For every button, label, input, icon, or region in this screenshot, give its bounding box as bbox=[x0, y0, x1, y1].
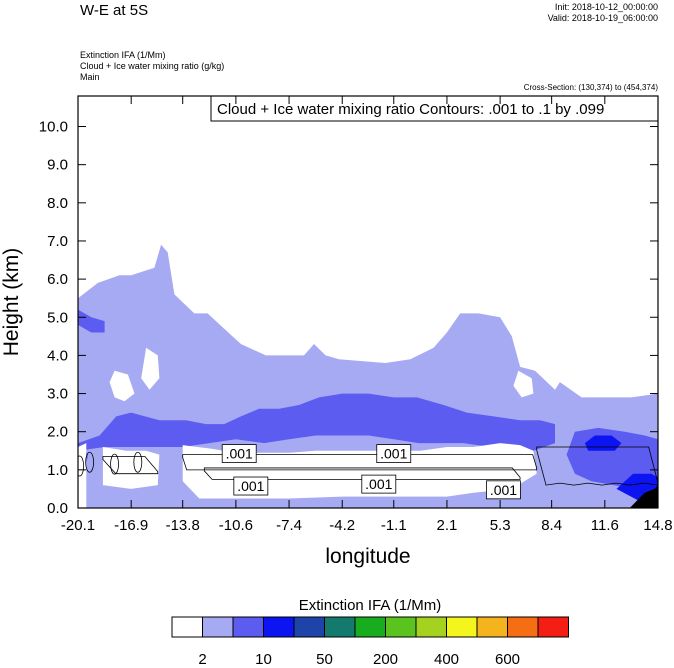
plot-frame bbox=[77, 95, 659, 509]
y-tick-label-2: 2.0 bbox=[47, 424, 68, 441]
colorbar-box-9 bbox=[446, 616, 478, 638]
contour-info-text: Cloud + Ice water mixing ratio Contours:… bbox=[217, 101, 604, 118]
contour-cell-1 bbox=[85, 451, 95, 473]
contour-label-0: .001 bbox=[226, 446, 253, 462]
contour-info-box bbox=[210, 95, 659, 122]
colorbar-label-0: 2 bbox=[198, 651, 207, 668]
y-tick-label-8: 8.0 bbox=[47, 195, 68, 212]
colorbar-label-5: 600 bbox=[494, 651, 521, 668]
y-tick-label-9: 9.0 bbox=[47, 157, 68, 174]
y-tick-label-3: 3.0 bbox=[47, 386, 68, 403]
contour-label-box-1 bbox=[376, 444, 412, 463]
y-tick-label-0: 0.0 bbox=[47, 500, 68, 517]
contour-label-box-0 bbox=[221, 444, 257, 463]
x-tick-label-9: 8.4 bbox=[541, 517, 562, 534]
colorbar-label-4: 400 bbox=[433, 651, 460, 668]
shaded-regions bbox=[78, 244, 658, 508]
contour-label-2: .001 bbox=[237, 478, 264, 494]
colorbar-label-3: 200 bbox=[372, 651, 399, 668]
colorbar-box-5 bbox=[324, 616, 356, 638]
colorbar-box-0 bbox=[171, 616, 203, 638]
clear-region-3 bbox=[109, 370, 135, 402]
clear-region-0 bbox=[182, 443, 537, 499]
y-tick-label-1: 1.0 bbox=[47, 462, 68, 479]
contour-band-east bbox=[536, 446, 658, 486]
contour-cell-2 bbox=[110, 453, 119, 475]
x-tick-label-4: -7.4 bbox=[276, 517, 302, 534]
x-tick-label-1: -16.9 bbox=[114, 517, 148, 534]
clear-region-2 bbox=[78, 443, 87, 508]
colorbar-box-6 bbox=[354, 616, 386, 638]
x-tick-label-0: -20.1 bbox=[61, 517, 95, 534]
x-tick-label-7: 2.1 bbox=[437, 517, 458, 534]
colorbar-box-10 bbox=[476, 616, 508, 638]
colorbar-box-8 bbox=[415, 616, 447, 638]
field-line-main: Main bbox=[80, 72, 100, 82]
clear-region-1 bbox=[102, 447, 160, 489]
colorbar-box-3 bbox=[263, 616, 295, 638]
y-tick-label-6: 6.0 bbox=[47, 271, 68, 288]
contour-band-upper bbox=[182, 454, 538, 471]
y-tick-label-10: 10.0 bbox=[39, 119, 68, 136]
colorbar-label-1: 10 bbox=[255, 651, 272, 668]
x-tick-label-3: -10.6 bbox=[219, 517, 253, 534]
field-line-extinction: Extinction IFA (1/Mm) bbox=[80, 50, 166, 60]
x-tick-label-10: 11.6 bbox=[591, 517, 619, 534]
contour-label-3: .001 bbox=[365, 476, 392, 492]
colorbar-box-12 bbox=[537, 616, 569, 638]
contour-label-box-4 bbox=[486, 480, 521, 500]
y-tick-label-7: 7.0 bbox=[47, 233, 68, 250]
contour-label-1: .001 bbox=[380, 446, 407, 462]
x-tick-label-5: -4.2 bbox=[329, 517, 355, 534]
colorbar-box-4 bbox=[293, 616, 325, 638]
contour-label-box-3 bbox=[361, 474, 397, 494]
clear-region-5 bbox=[513, 370, 534, 398]
extinction-region-7 bbox=[629, 485, 658, 508]
colorbar-label-2: 50 bbox=[316, 651, 333, 668]
colorbar-box-11 bbox=[507, 616, 539, 638]
colorbar-title: Extinction IFA (1/Mm) bbox=[298, 597, 442, 614]
colorbar-box-7 bbox=[385, 616, 417, 638]
clear-region-4 bbox=[141, 347, 160, 390]
y-tick-label-4: 4.0 bbox=[47, 347, 68, 364]
y-tick-label-5: 5.0 bbox=[47, 309, 68, 326]
x-tick-label-2: -13.8 bbox=[166, 517, 200, 534]
extinction-region-2 bbox=[78, 309, 105, 333]
valid-time: Valid: 2018-10-19_06:00:00 bbox=[547, 13, 658, 23]
field-line-mixing-ratio: Cloud + Ice water mixing ratio (g/kg) bbox=[80, 61, 225, 71]
contour-cell-3 bbox=[133, 451, 143, 473]
x-tick-label-6: -1.1 bbox=[381, 517, 407, 534]
contour-label-4: .001 bbox=[490, 482, 517, 498]
plot-title: W-E at 5S bbox=[80, 2, 149, 19]
x-tick-label-8: 5.3 bbox=[490, 517, 511, 534]
extinction-region-1 bbox=[78, 393, 555, 451]
cross-section-label: Cross-Section: (130,374) to (454,374) bbox=[523, 83, 658, 92]
x-axis-label: longitude bbox=[325, 545, 410, 568]
contour-band-lower bbox=[203, 467, 521, 480]
contour-label-box-2 bbox=[233, 476, 269, 496]
contour-lines bbox=[78, 446, 658, 486]
init-time: Init: 2018-10-12_00:00:00 bbox=[554, 2, 658, 12]
x-tick-label-11: 14.8 bbox=[643, 517, 672, 534]
y-axis-label: Height (km) bbox=[0, 248, 23, 357]
colorbar-box-1 bbox=[202, 616, 234, 638]
colorbar-box-2 bbox=[232, 616, 264, 638]
contour-cell-0 bbox=[78, 455, 85, 477]
